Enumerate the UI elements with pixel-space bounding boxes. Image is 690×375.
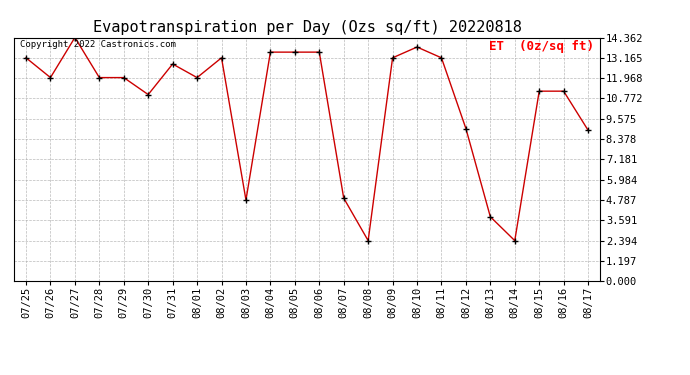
Text: Copyright 2022 Castronics.com: Copyright 2022 Castronics.com xyxy=(19,40,175,49)
Text: ET  (0z/sq ft): ET (0z/sq ft) xyxy=(489,40,594,53)
Title: Evapotranspiration per Day (Ozs sq/ft) 20220818: Evapotranspiration per Day (Ozs sq/ft) 2… xyxy=(92,20,522,35)
